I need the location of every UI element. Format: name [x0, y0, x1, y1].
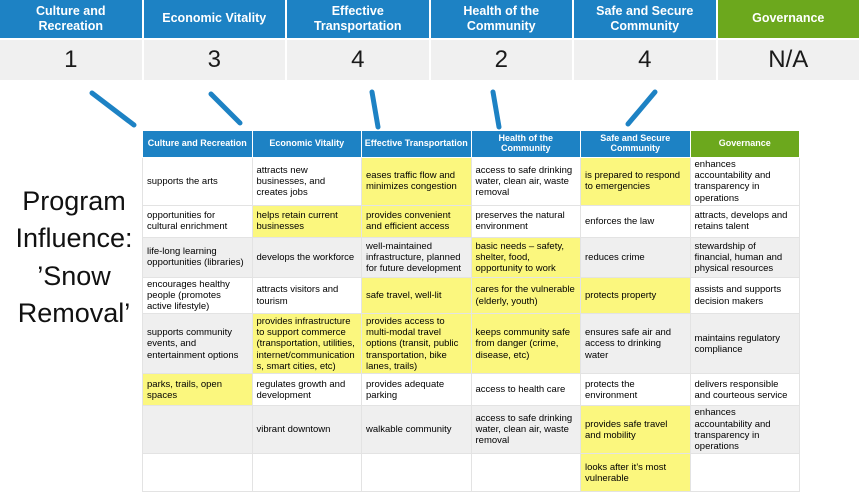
summary-header-governance: Governance — [718, 0, 859, 38]
matrix-row: life-long learning opportunities (librar… — [143, 237, 800, 277]
matrix-row: supports community events, and entertain… — [143, 314, 800, 374]
matrix-cell: regulates growth and development — [252, 374, 362, 406]
summary-header-safe-and-secure-community: Safe and Secure Community — [574, 0, 716, 38]
summary-header-effective-transportation: Effective Transportation — [287, 0, 429, 38]
matrix-cell: well-maintained infrastructure, planned … — [362, 237, 472, 277]
summary-value-health-of-the-community: 2 — [431, 40, 573, 80]
matrix-header-economic-vitality: Economic Vitality — [252, 131, 362, 158]
matrix-cell: parks, trails, open spaces — [143, 374, 253, 406]
matrix-cell: provides safe travel and mobility — [581, 406, 691, 454]
matrix-cell: attracts, develops and retains talent — [690, 205, 800, 237]
up-arrow-icon — [92, 93, 134, 125]
summary-value-culture-and-recreation: 1 — [0, 40, 142, 80]
up-arrow-icon — [211, 94, 240, 123]
matrix-header-safe-and-secure-community: Safe and Secure Community — [581, 131, 691, 158]
matrix-cell: cares for the vulnerable (elderly, youth… — [471, 277, 581, 314]
matrix-cell: vibrant downtown — [252, 406, 362, 454]
matrix-cell: supports the arts — [143, 158, 253, 206]
matrix-cell: access to safe drinking water, clean air… — [471, 158, 581, 206]
matrix-cell — [143, 454, 253, 492]
matrix-cell: stewardship of financial, human and phys… — [690, 237, 800, 277]
matrix-cell: helps retain current businesses — [252, 205, 362, 237]
matrix-cell — [143, 406, 253, 454]
matrix-cell: attracts visitors and tourism — [252, 277, 362, 314]
matrix-cell: basic needs – safety, shelter, food, opp… — [471, 237, 581, 277]
matrix-cell: safe travel, well-lit — [362, 277, 472, 314]
matrix-header-governance: Governance — [690, 131, 800, 158]
matrix-row: encourages healthy people (promotes acti… — [143, 277, 800, 314]
program-influence-title: Program Influence: ’Snow Removal’ — [0, 183, 148, 332]
matrix-cell: encourages healthy people (promotes acti… — [143, 277, 253, 314]
summary-header-culture-and-recreation: Culture and Recreation — [0, 0, 142, 38]
matrix-cell: delivers responsible and courteous servi… — [690, 374, 800, 406]
matrix-cell: access to safe drinking water, clean air… — [471, 406, 581, 454]
matrix-cell: develops the workforce — [252, 237, 362, 277]
matrix-cell: reduces crime — [581, 237, 691, 277]
matrix-cell: life-long learning opportunities (librar… — [143, 237, 253, 277]
up-arrow-icon — [493, 92, 499, 127]
matrix-row: looks after it’s most vulnerable — [143, 454, 800, 492]
matrix-cell: enforces the law — [581, 205, 691, 237]
summary-value-safe-and-secure-community: 4 — [574, 40, 716, 80]
matrix-cell: opportunities for cultural enrichment — [143, 205, 253, 237]
matrix-header-culture-and-recreation: Culture and Recreation — [143, 131, 253, 158]
matrix-cell: ensures safe air and access to drinking … — [581, 314, 691, 374]
matrix-cell — [362, 454, 472, 492]
matrix-cell: looks after it’s most vulnerable — [581, 454, 691, 492]
summary-value-effective-transportation: 4 — [287, 40, 429, 80]
matrix-cell: protects property — [581, 277, 691, 314]
matrix-header-health-of-the-community: Health of the Community — [471, 131, 581, 158]
matrix-cell — [471, 454, 581, 492]
matrix-cell: access to health care — [471, 374, 581, 406]
up-arrow-icon — [372, 92, 378, 127]
matrix-cell: enhances accountability and transparency… — [690, 406, 800, 454]
matrix-cell: provides infrastructure to support comme… — [252, 314, 362, 374]
summary-value-governance: N/A — [718, 40, 859, 80]
matrix-cell — [252, 454, 362, 492]
matrix-cell: protects the environment — [581, 374, 691, 406]
summary-header-health-of-the-community: Health of the Community — [431, 0, 573, 38]
matrix-cell: is prepared to respond to emergencies — [581, 158, 691, 206]
matrix-cell: maintains regulatory compliance — [690, 314, 800, 374]
matrix-cell: assists and supports decision makers — [690, 277, 800, 314]
matrix-cell: provides adequate parking — [362, 374, 472, 406]
matrix-cell: attracts new businesses, and creates job… — [252, 158, 362, 206]
up-arrow-icon — [628, 92, 655, 124]
matrix-cell: provides access to multi-modal travel op… — [362, 314, 472, 374]
matrix-cell: preserves the natural environment — [471, 205, 581, 237]
matrix-cell: eases traffic flow and minimizes congest… — [362, 158, 472, 206]
matrix-cell: enhances accountability and transparency… — [690, 158, 800, 206]
matrix-header-effective-transportation: Effective Transportation — [362, 131, 472, 158]
matrix-cell — [690, 454, 800, 492]
summary-header-economic-vitality: Economic Vitality — [144, 0, 286, 38]
matrix-cell: walkable community — [362, 406, 472, 454]
summary-value-economic-vitality: 3 — [144, 40, 286, 80]
matrix-cell: provides convenient and efficient access — [362, 205, 472, 237]
matrix-cell: supports community events, and entertain… — [143, 314, 253, 374]
matrix-cell: keeps community safe from danger (crime,… — [471, 314, 581, 374]
